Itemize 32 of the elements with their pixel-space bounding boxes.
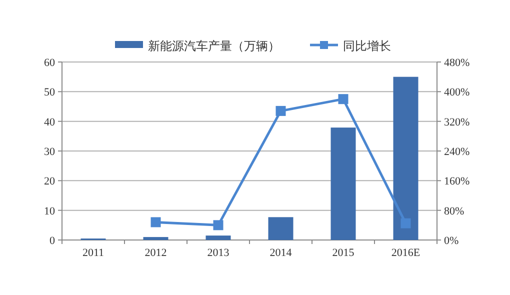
y2-tick-label: 320% bbox=[444, 116, 470, 128]
x-tick-label: 2015 bbox=[332, 247, 355, 259]
y2-tick-label: 0% bbox=[444, 235, 459, 247]
bar bbox=[206, 236, 231, 240]
y-tick-label: 50 bbox=[44, 86, 56, 99]
point bbox=[213, 220, 224, 230]
y-tick-label: 60 bbox=[44, 57, 56, 69]
y-tick-label: 40 bbox=[44, 116, 56, 128]
x-tick-label: 2012 bbox=[144, 247, 167, 259]
x-tick-label: 2013 bbox=[207, 247, 230, 259]
point bbox=[150, 217, 161, 228]
y2-tick-label: 80% bbox=[444, 205, 464, 218]
x-tick-label: 2014 bbox=[270, 247, 292, 259]
y-tick-label: 30 bbox=[44, 146, 56, 158]
point bbox=[400, 218, 411, 228]
point bbox=[338, 94, 348, 104]
y-tick-label: 0 bbox=[50, 235, 56, 247]
bar bbox=[393, 76, 418, 240]
y2-tick-label: 480% bbox=[444, 57, 470, 69]
y2-tick-label: 400% bbox=[444, 86, 470, 99]
x-tick-label: 2011 bbox=[82, 247, 104, 259]
point bbox=[276, 106, 286, 116]
y2-tick-label: 160% bbox=[444, 176, 470, 188]
bar bbox=[268, 217, 294, 240]
bar bbox=[330, 128, 356, 240]
legend-label: 同比增长 bbox=[343, 39, 391, 53]
legend-label: 新能源汽车产量（万辆） bbox=[148, 39, 280, 53]
bar bbox=[143, 237, 168, 240]
x-tick-label: 2016E bbox=[391, 247, 420, 259]
y2-tick-label: 240% bbox=[444, 146, 470, 158]
y-tick-label: 10 bbox=[44, 205, 56, 218]
y-tick-label: 20 bbox=[44, 176, 56, 188]
